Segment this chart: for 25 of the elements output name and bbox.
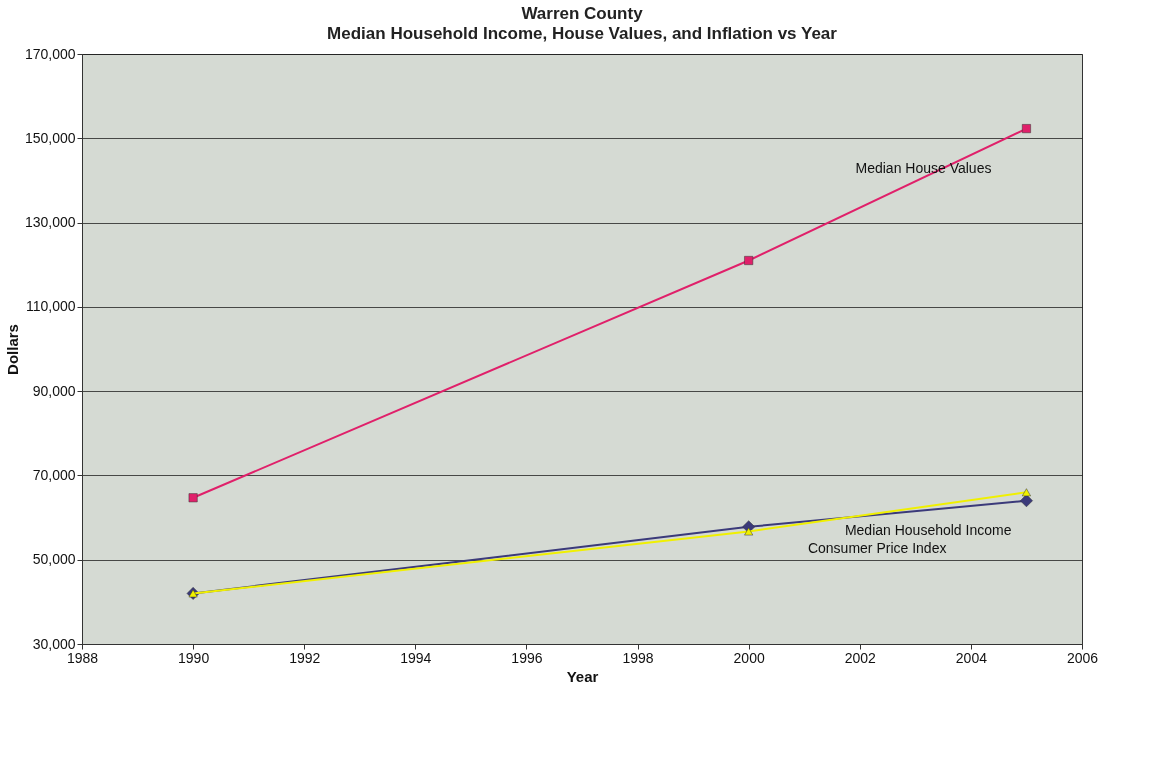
y-tick-label: 70,000 <box>32 466 76 483</box>
x-tick-label: 2000 <box>733 649 765 666</box>
y-tick-label: 170,000 <box>24 45 76 62</box>
y-tick-label: 130,000 <box>24 214 76 231</box>
y-tick-label: 110,000 <box>25 298 76 315</box>
y-tick-label: 50,000 <box>32 551 76 568</box>
x-tick-label: 1992 <box>289 649 321 666</box>
series-label: Median House Values <box>855 159 992 176</box>
x-tick-label: 1988 <box>66 649 99 666</box>
x-axis-title: Year <box>566 667 599 685</box>
series-label: Consumer Price Index <box>807 540 947 557</box>
y-tick-label: 90,000 <box>32 382 76 399</box>
x-tick-label: 1996 <box>511 649 543 666</box>
chart-subtitle: Median Household Income, House Values, and Inflation vs Year <box>327 24 838 43</box>
x-tick-label: 1990 <box>178 649 210 666</box>
x-tick-label: 2006 <box>1066 649 1099 666</box>
x-tick-label: 1994 <box>400 649 432 666</box>
y-tick-label: 150,000 <box>24 129 76 146</box>
x-tick-label: 2002 <box>844 649 877 666</box>
y-axis-title: Dollars <box>3 324 21 375</box>
y-tick-label: 30,000 <box>32 635 76 652</box>
x-tick-label: 1998 <box>622 649 654 666</box>
x-tick-label: 2004 <box>955 649 988 666</box>
series-label: Median Household Income <box>844 521 1012 538</box>
chart-title: Warren County <box>521 4 644 23</box>
